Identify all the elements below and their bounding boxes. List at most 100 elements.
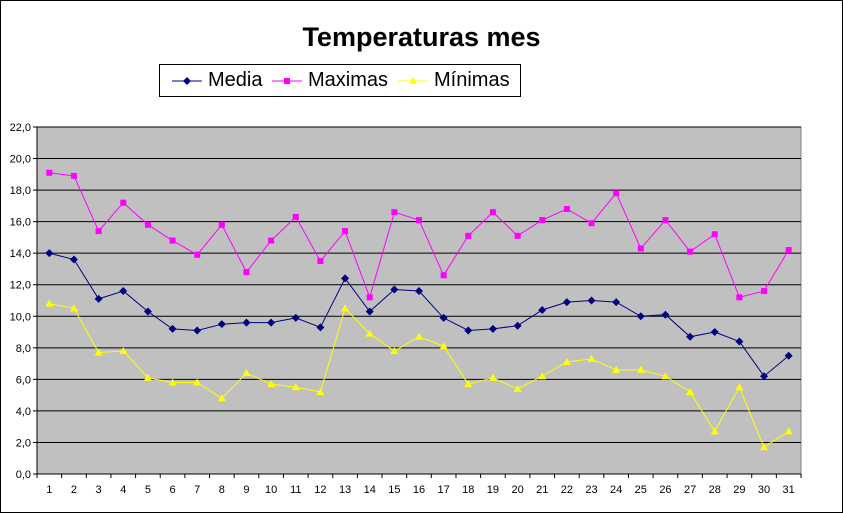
x-tick-label: 2 xyxy=(71,484,77,496)
data-point-minimas xyxy=(168,378,177,386)
data-point-minimas xyxy=(267,380,276,388)
x-tick-label: 29 xyxy=(733,484,745,496)
data-point-media xyxy=(464,326,473,335)
data-point-minimas xyxy=(784,427,793,435)
x-tick-label: 22 xyxy=(561,484,573,496)
data-point-media xyxy=(390,285,399,294)
data-point-minimas xyxy=(45,299,54,307)
legend-entry-minimas: Mínimas xyxy=(398,65,510,96)
data-point-media xyxy=(69,255,78,264)
data-point-maximas xyxy=(268,237,275,244)
x-tick-label: 30 xyxy=(758,484,770,496)
data-point-maximas xyxy=(194,251,201,258)
data-point-maximas xyxy=(440,272,447,279)
data-point-media xyxy=(193,326,202,335)
y-tick-label: 0,0 xyxy=(16,469,31,481)
data-point-maximas xyxy=(662,217,669,224)
data-point-media xyxy=(488,324,497,333)
data-point-minimas xyxy=(686,387,695,395)
data-point-minimas xyxy=(513,384,522,392)
x-tick-label: 11 xyxy=(290,484,301,496)
data-point-maximas xyxy=(416,217,422,224)
data-point-minimas xyxy=(538,372,547,380)
data-point-media xyxy=(365,307,374,316)
y-tick-label: 10,0 xyxy=(10,311,31,323)
x-tick-label: 16 xyxy=(413,484,425,496)
data-point-media xyxy=(562,298,571,307)
data-point-media xyxy=(316,323,325,332)
data-point-minimas xyxy=(464,380,473,388)
data-point-minimas xyxy=(119,346,128,354)
x-tick-label: 4 xyxy=(120,484,126,496)
y-tick-label: 18,0 xyxy=(10,185,31,197)
data-point-media xyxy=(439,313,448,322)
data-point-media xyxy=(45,249,54,258)
legend-swatch-media xyxy=(172,76,202,85)
data-point-maximas xyxy=(95,228,102,235)
data-point-minimas xyxy=(69,304,78,312)
data-point-minimas xyxy=(242,369,251,377)
x-tick-label: 14 xyxy=(364,484,376,496)
data-point-media xyxy=(168,324,177,333)
x-tick-label: 23 xyxy=(585,484,597,496)
legend-label-minimas: Mínimas xyxy=(434,69,510,91)
data-point-maximas xyxy=(169,237,176,244)
data-point-media xyxy=(710,328,719,337)
data-point-minimas xyxy=(636,365,645,373)
x-tick-label: 9 xyxy=(243,484,249,496)
y-tick-label: 6,0 xyxy=(16,374,31,386)
y-tick-label: 14,0 xyxy=(10,248,31,260)
x-tick-label: 19 xyxy=(487,484,499,496)
data-point-minimas xyxy=(341,304,350,312)
data-point-media xyxy=(636,312,645,321)
data-point-media xyxy=(415,287,423,296)
data-point-media xyxy=(513,321,522,330)
x-tick-label: 10 xyxy=(265,484,277,496)
data-point-minimas xyxy=(760,443,769,451)
data-point-minimas xyxy=(439,342,448,350)
data-point-media xyxy=(119,287,128,296)
data-point-maximas xyxy=(317,258,324,265)
data-point-minimas xyxy=(488,373,497,381)
data-point-minimas xyxy=(390,346,399,354)
data-point-maximas xyxy=(761,288,768,295)
data-point-maximas xyxy=(514,232,521,239)
x-tick-label: 18 xyxy=(462,484,474,496)
data-point-media xyxy=(735,337,744,346)
data-point-maximas xyxy=(366,294,373,301)
data-point-media xyxy=(291,313,300,322)
data-point-maximas xyxy=(218,221,225,228)
data-point-media xyxy=(217,320,226,329)
x-tick-label: 6 xyxy=(169,484,175,496)
data-point-media xyxy=(538,305,547,314)
data-point-maximas xyxy=(243,269,250,276)
data-point-media xyxy=(760,372,769,381)
x-tick-label: 24 xyxy=(610,484,622,496)
x-tick-label: 27 xyxy=(684,484,696,496)
data-point-media xyxy=(661,310,670,319)
legend-entry-media: Media xyxy=(172,65,262,96)
data-point-maximas xyxy=(489,209,496,216)
data-point-minimas xyxy=(193,378,202,386)
y-tick-label: 22,0 xyxy=(10,122,31,134)
data-point-maximas xyxy=(342,228,349,235)
data-point-minimas xyxy=(415,332,423,340)
legend-swatch-minimas xyxy=(398,76,428,84)
x-tick-label: 21 xyxy=(536,484,548,496)
legend-label-media: Media xyxy=(208,69,263,91)
y-tick-label: 8,0 xyxy=(16,343,31,355)
data-point-minimas xyxy=(710,427,719,435)
data-point-maximas xyxy=(588,220,595,227)
data-point-minimas xyxy=(94,348,103,356)
x-tick-label: 17 xyxy=(438,484,450,496)
x-tick-label: 20 xyxy=(511,484,523,496)
data-point-maximas xyxy=(736,294,743,301)
x-tick-label: 26 xyxy=(659,484,671,496)
x-tick-label: 28 xyxy=(709,484,721,496)
data-point-maximas xyxy=(70,172,77,179)
data-point-minimas xyxy=(587,354,596,362)
y-tick-label: 16,0 xyxy=(10,217,31,229)
data-point-maximas xyxy=(687,248,694,255)
data-point-media xyxy=(143,307,152,316)
